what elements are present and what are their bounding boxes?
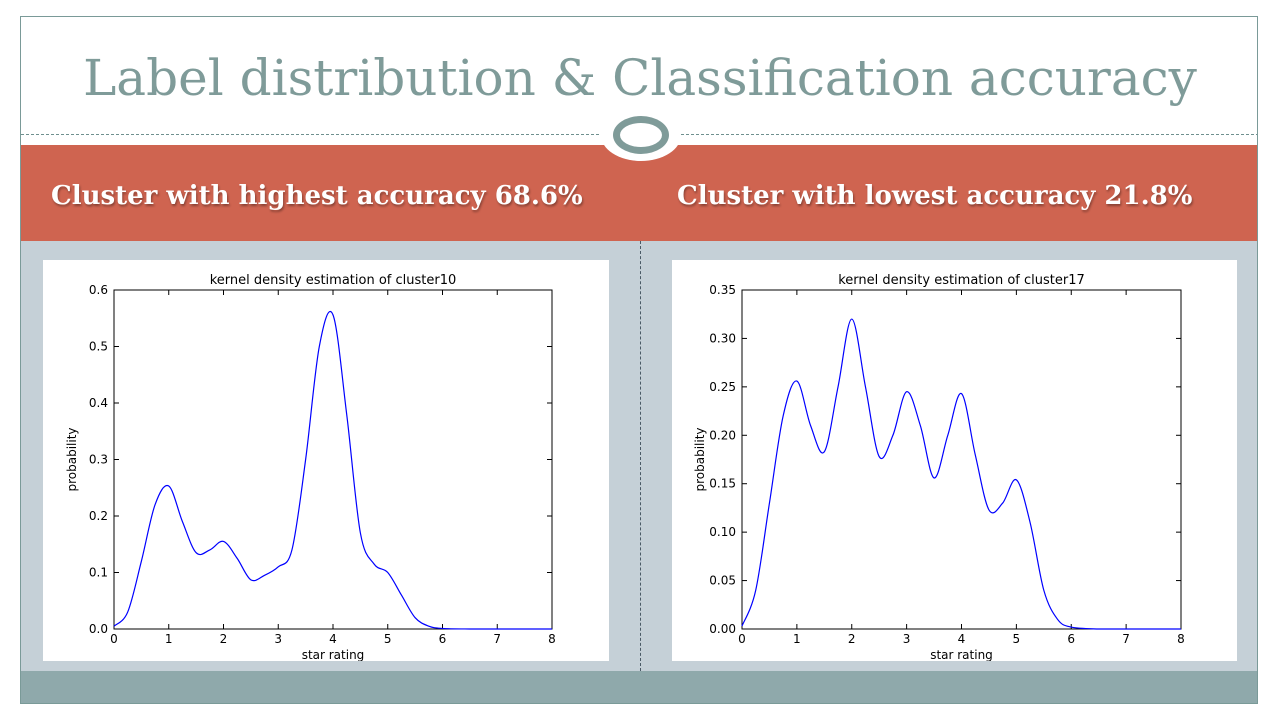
x-tick-label: 0 [738,632,746,646]
density-curve [113,311,552,630]
y-tick-label: 0.15 [709,477,736,491]
left-heading: Cluster with highest accuracy 68.6% [51,181,583,211]
plot-frame [113,289,553,630]
x-tick-label: 8 [1177,632,1185,646]
x-tick-label: 2 [848,632,856,646]
heading-band: Cluster with highest accuracy 68.6% Clus… [21,145,1257,241]
x-tick-label: 3 [274,632,282,646]
x-axis-label: star rating [302,648,365,661]
plot-frame [741,289,1182,630]
x-tick-label: 2 [220,632,228,646]
right-heading: Cluster with lowest accuracy 21.8% [677,181,1193,211]
x-tick-label: 3 [903,632,911,646]
x-tick-label: 4 [329,632,337,646]
chart-cluster17-svg: kernel density estimation of cluster17 0 1… [693,273,1185,661]
y-tick-label: 0.00 [709,622,736,636]
y-tick-label: 0.30 [709,331,736,345]
y-tick-label: 0.6 [89,283,108,297]
x-tick-label: 6 [439,632,447,646]
chart-cluster10: kernel density estimation of cluster10 0 1… [43,260,609,661]
y-tick-label: 0.1 [89,566,108,580]
x-tick-label: 0 [110,632,118,646]
y-tick-label: 0.20 [709,428,736,442]
x-tick-label: 7 [493,632,501,646]
ring-ornament-icon [613,116,669,154]
x-tick-label: 1 [793,632,801,646]
x-tick-label: 6 [1067,632,1075,646]
y-tick-label: 0.25 [709,380,736,394]
y-tick-label: 0.35 [709,283,736,297]
x-axis-label: star rating [930,648,993,661]
chart-cluster10-svg: kernel density estimation of cluster10 0 1… [65,273,556,661]
density-curve [741,318,1181,630]
slide: Label distribution & Classification accu… [20,16,1258,704]
x-tick-label: 7 [1122,632,1130,646]
content-area: kernel density estimation of cluster10 0 1… [21,241,1257,671]
y-tick-label: 0.3 [89,453,108,467]
x-tick-label: 8 [548,632,556,646]
y-tick-label: 0.05 [709,574,736,588]
x-tick-label: 1 [165,632,173,646]
y-tick-label: 0.4 [89,396,108,410]
y-tick-label: 0.5 [89,340,108,354]
y-axis-label: probability [693,427,707,491]
slide-title: Label distribution & Classification accu… [83,49,1197,107]
title-divider-right [681,134,1257,135]
y-tick-label: 0.10 [709,525,736,539]
x-tick-label: 5 [384,632,392,646]
x-tick-label: 5 [1013,632,1021,646]
title-divider-left [21,134,599,135]
chart-title: kernel density estimation of cluster10 [210,273,457,288]
vertical-divider [640,241,641,671]
x-tick-label: 4 [958,632,966,646]
chart-title: kernel density estimation of cluster17 [838,273,1085,288]
y-axis-label: probability [65,427,79,491]
y-tick-label: 0.0 [89,622,108,636]
footer-band [21,671,1257,703]
y-tick-label: 0.2 [89,509,108,523]
chart-cluster17: kernel density estimation of cluster17 0 1… [672,260,1237,661]
